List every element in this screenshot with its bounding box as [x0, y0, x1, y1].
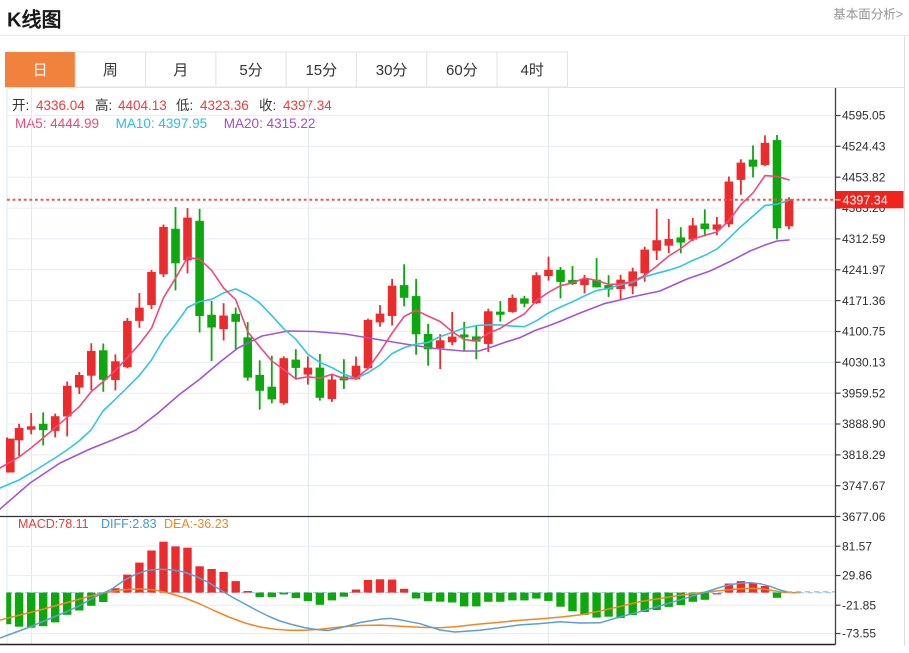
- svg-text:4524.43: 4524.43: [842, 140, 886, 154]
- svg-text:4时: 4时: [521, 62, 544, 79]
- svg-text:4100.75: 4100.75: [842, 325, 886, 339]
- svg-text:4404.13: 4404.13: [118, 98, 167, 113]
- svg-text:MA20: 4315.22: MA20: 4315.22: [224, 116, 316, 131]
- svg-text:3818.29: 3818.29: [842, 448, 886, 462]
- svg-text:29.86: 29.86: [842, 569, 872, 583]
- svg-text:15分: 15分: [305, 62, 337, 79]
- svg-text:3959.52: 3959.52: [842, 386, 886, 400]
- svg-text:4323.36: 4323.36: [200, 98, 249, 113]
- svg-text:开:: 开:: [12, 98, 29, 113]
- svg-text:日: 日: [33, 62, 48, 79]
- svg-text:周: 周: [103, 62, 118, 79]
- svg-text:4030.13: 4030.13: [842, 356, 886, 370]
- svg-text:MA10: 4397.95: MA10: 4397.95: [116, 116, 208, 131]
- svg-text:30分: 30分: [376, 62, 408, 79]
- svg-text:4595.05: 4595.05: [842, 109, 886, 123]
- svg-text:MA5: 4444.99: MA5: 4444.99: [15, 116, 99, 131]
- svg-text:月: 月: [173, 62, 188, 79]
- svg-text:K线图: K线图: [7, 8, 61, 32]
- svg-text:4312.59: 4312.59: [842, 232, 886, 246]
- svg-text:低:: 低:: [176, 98, 193, 113]
- svg-text:81.57: 81.57: [842, 539, 872, 553]
- svg-text:5分: 5分: [239, 62, 262, 79]
- svg-text:收:: 收:: [259, 98, 276, 113]
- svg-text:4453.82: 4453.82: [842, 170, 886, 184]
- svg-text:3888.90: 3888.90: [842, 417, 886, 431]
- svg-text:3747.67: 3747.67: [842, 479, 886, 493]
- svg-text:高:: 高:: [95, 97, 112, 113]
- svg-text:4336.04: 4336.04: [36, 98, 85, 113]
- svg-text:-21.85: -21.85: [842, 598, 876, 612]
- svg-text:DEA:-36.23: DEA:-36.23: [164, 517, 229, 531]
- svg-text:4397.34: 4397.34: [843, 194, 888, 208]
- svg-text:3677.06: 3677.06: [842, 510, 886, 524]
- svg-text:DIFF:2.83: DIFF:2.83: [101, 517, 157, 531]
- svg-text:-73.55: -73.55: [842, 627, 876, 641]
- svg-text:4241.97: 4241.97: [842, 263, 886, 277]
- svg-text:60分: 60分: [446, 62, 478, 79]
- svg-text:4171.36: 4171.36: [842, 294, 886, 308]
- svg-text:基本面分析>: 基本面分析>: [833, 8, 903, 22]
- svg-text:MACD:78.11: MACD:78.11: [18, 517, 89, 531]
- svg-text:4397.34: 4397.34: [283, 98, 332, 113]
